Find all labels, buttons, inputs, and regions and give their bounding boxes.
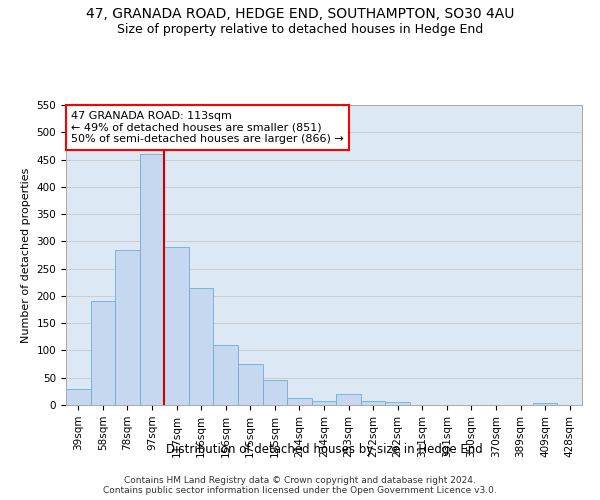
Text: Size of property relative to detached houses in Hedge End: Size of property relative to detached ho… xyxy=(117,22,483,36)
Bar xyxy=(164,247,189,405)
Bar xyxy=(140,154,164,405)
Bar xyxy=(238,364,263,405)
Bar xyxy=(263,380,287,405)
Bar xyxy=(385,402,410,405)
Bar xyxy=(189,288,214,405)
Bar xyxy=(214,345,238,405)
Bar xyxy=(66,388,91,405)
Bar xyxy=(312,400,336,405)
Bar xyxy=(91,302,115,405)
Text: Distribution of detached houses by size in Hedge End: Distribution of detached houses by size … xyxy=(166,442,482,456)
Bar xyxy=(115,250,140,405)
Bar xyxy=(336,394,361,405)
Text: 47 GRANADA ROAD: 113sqm
← 49% of detached houses are smaller (851)
50% of semi-d: 47 GRANADA ROAD: 113sqm ← 49% of detache… xyxy=(71,111,344,144)
Y-axis label: Number of detached properties: Number of detached properties xyxy=(21,168,31,342)
Bar xyxy=(287,398,312,405)
Text: Contains HM Land Registry data © Crown copyright and database right 2024.
Contai: Contains HM Land Registry data © Crown c… xyxy=(103,476,497,495)
Bar xyxy=(533,404,557,405)
Text: 47, GRANADA ROAD, HEDGE END, SOUTHAMPTON, SO30 4AU: 47, GRANADA ROAD, HEDGE END, SOUTHAMPTON… xyxy=(86,8,514,22)
Bar xyxy=(361,400,385,405)
